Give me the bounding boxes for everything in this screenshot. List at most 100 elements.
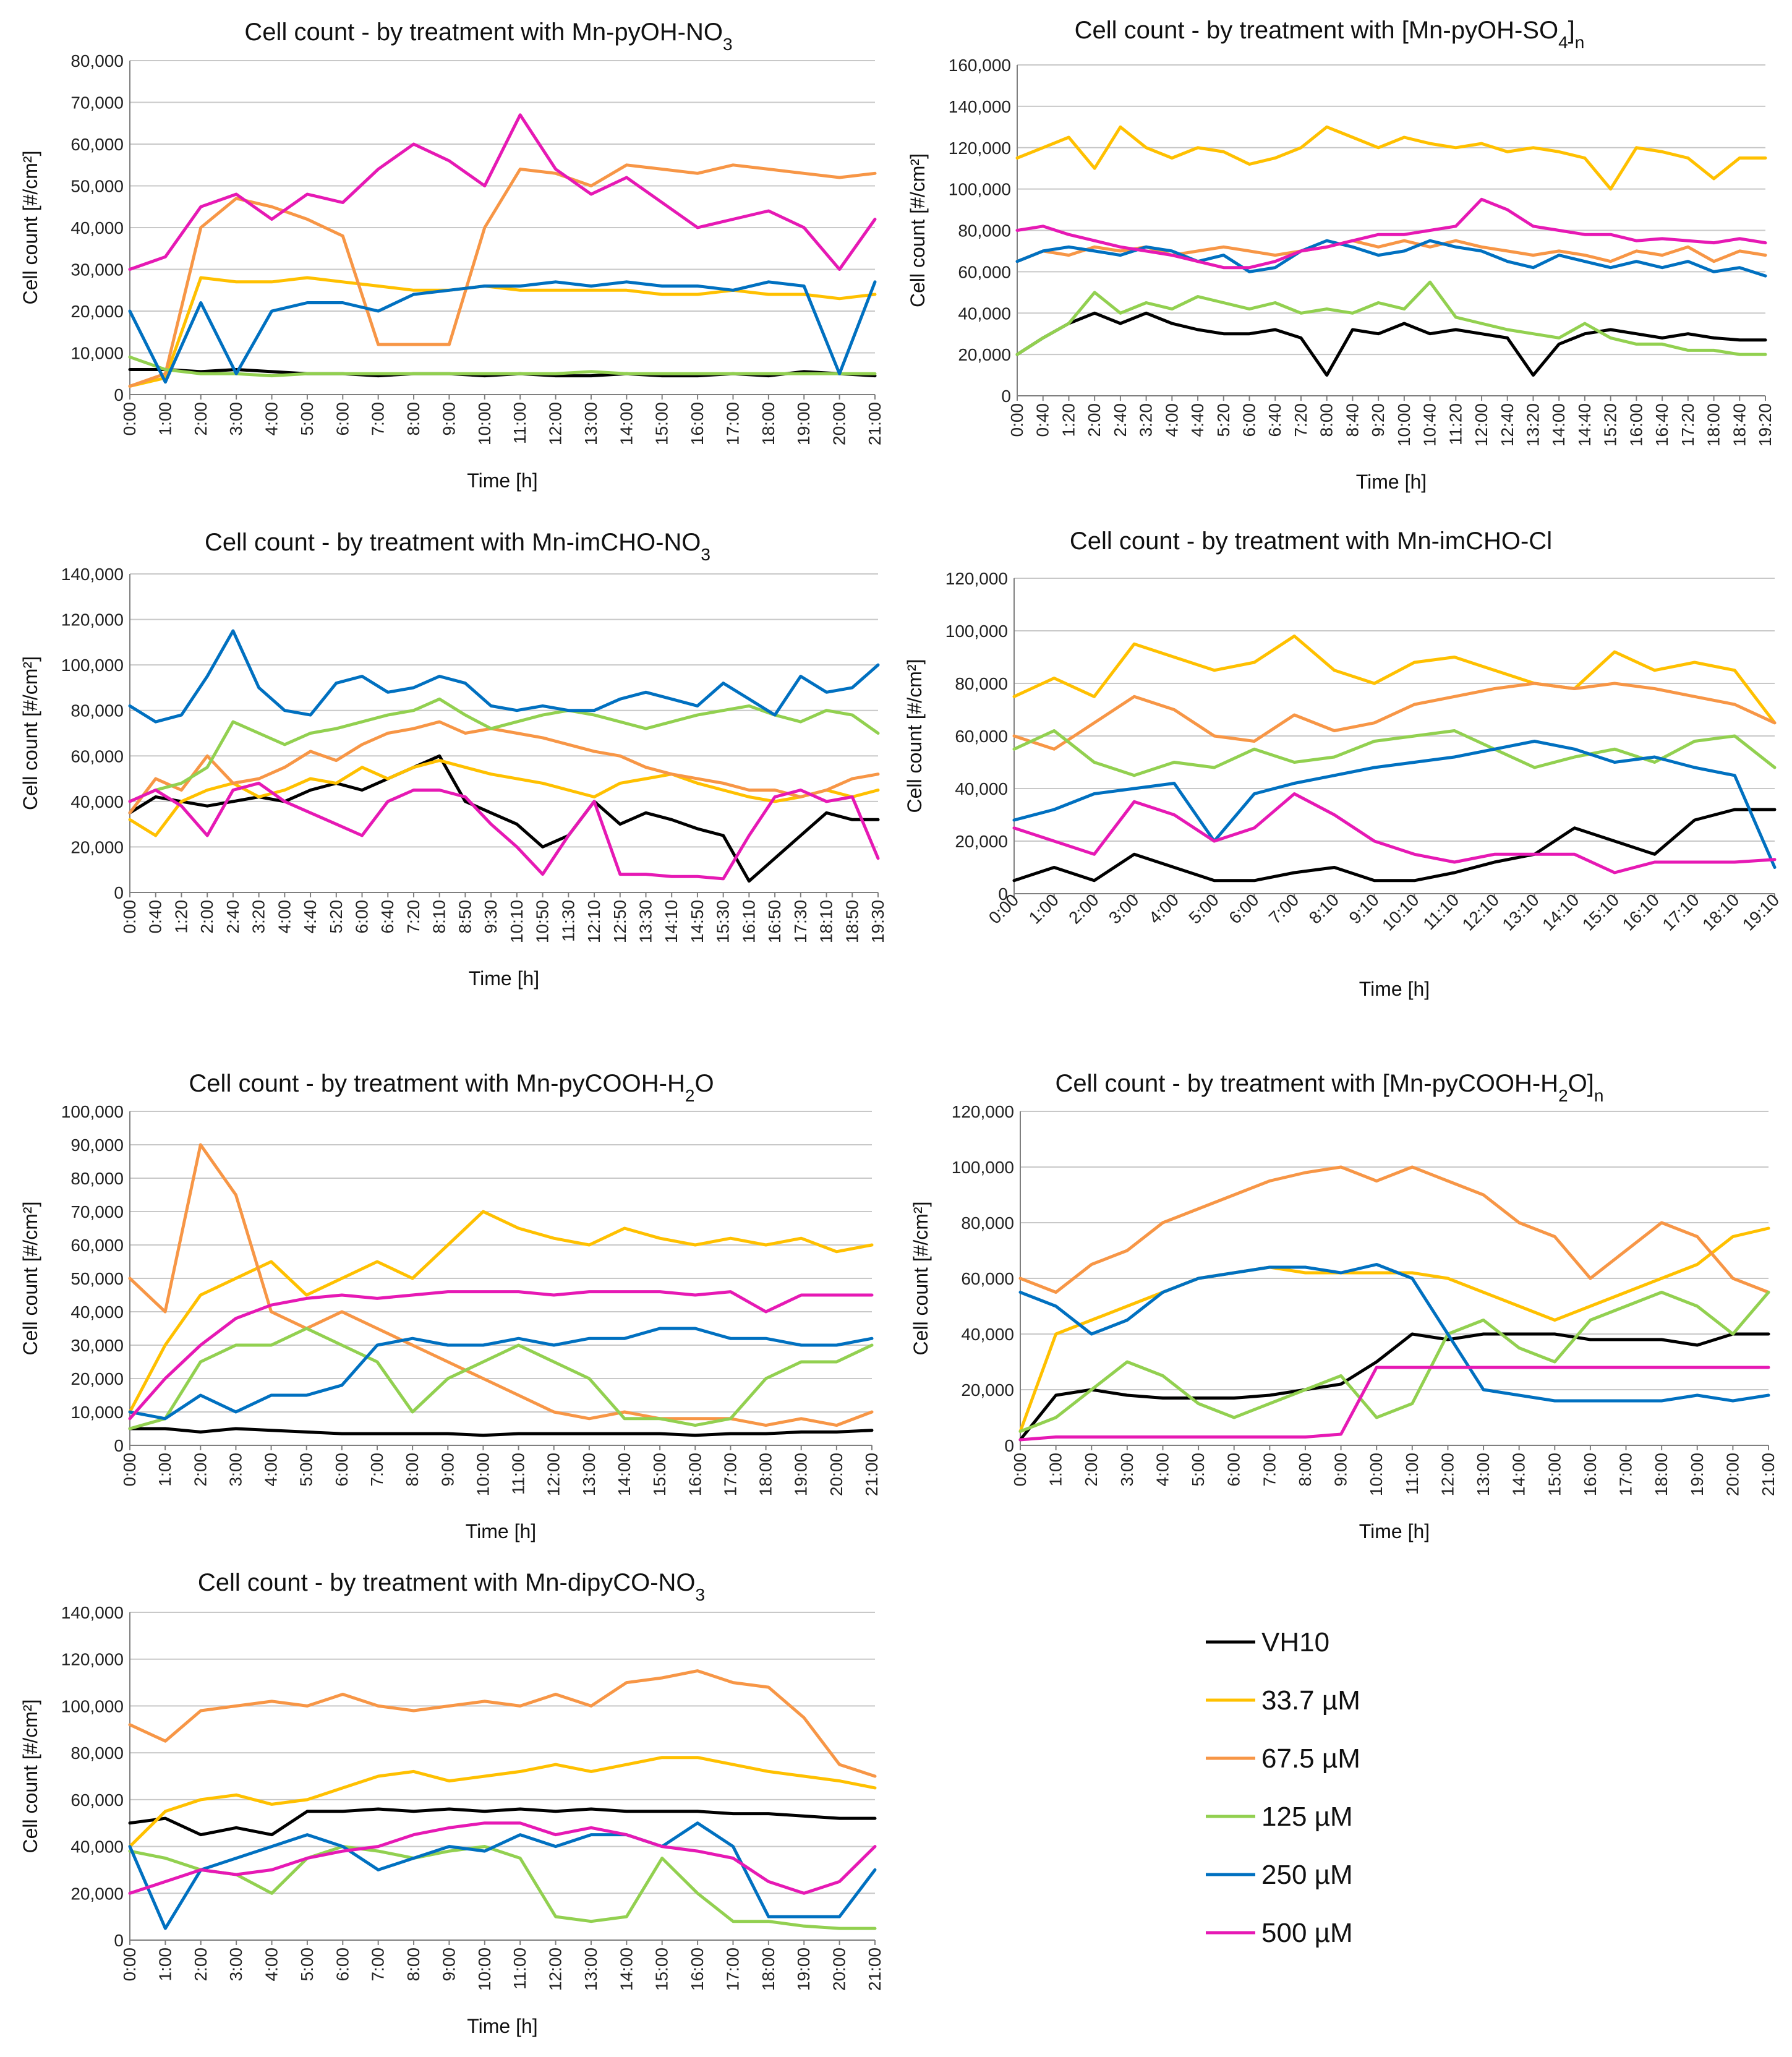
legend-label: 125 µM (1261, 1802, 1353, 1832)
y-tick-label: 140,000 (949, 97, 1011, 116)
x-tick-label: 0:40 (1033, 403, 1052, 437)
y-tick-label: 80,000 (70, 51, 124, 71)
x-tick-label: 14:10 (662, 900, 681, 943)
x-tick-label: 15:10 (1579, 890, 1623, 934)
x-tick-label: 0:00 (120, 900, 139, 934)
series-line-33-7-m (1015, 125, 1767, 191)
series-line-250-m (1015, 239, 1767, 278)
x-tick-label: 4:40 (301, 900, 320, 934)
y-tick-label: 30,000 (70, 1336, 124, 1355)
x-tick-label: 11:00 (1402, 1453, 1422, 1495)
y-tick-label: 100,000 (61, 1696, 124, 1716)
chart-panel-7: Cell count - by treatment with Mn-dipyCO… (19, 1569, 884, 2037)
x-tick-label: 5:20 (1214, 403, 1233, 437)
series-line-125-m (128, 1845, 877, 1930)
x-tick-label: 0:40 (146, 900, 165, 934)
x-tick-label: 16:00 (688, 1948, 707, 1991)
x-axis-label: Time [h] (469, 967, 539, 990)
chart-panel-3: Cell count - by treatment with Mn-imCHO-… (19, 529, 887, 990)
x-tick-label: 12:10 (584, 900, 604, 943)
y-tick-label: 60,000 (70, 135, 124, 154)
series-line-vh10 (1015, 311, 1767, 377)
y-tick-label: 70,000 (70, 93, 124, 113)
x-tick-label: 4:40 (1188, 403, 1207, 437)
x-tick-label: 14:50 (688, 900, 707, 943)
x-tick-label: 21:00 (865, 402, 884, 445)
series-line-500-m (1015, 197, 1767, 270)
series-line-33-7-m (128, 1756, 877, 1849)
x-tick-label: 3:20 (249, 900, 268, 934)
x-tick-label: 8:10 (1305, 890, 1342, 927)
y-tick-label: 90,000 (70, 1135, 124, 1155)
x-tick-label: 16:00 (688, 402, 707, 445)
x-tick-label: 18:00 (759, 402, 778, 445)
x-tick-label: 14:00 (1549, 403, 1568, 447)
x-tick-label: 0:00 (1007, 403, 1026, 437)
y-tick-label: 40,000 (70, 218, 124, 237)
series-line-67-5-m (128, 163, 877, 388)
y-tick-label: 60,000 (961, 1269, 1014, 1288)
x-tick-label: 13:00 (579, 1453, 599, 1496)
series-line-67-5-m (1012, 682, 1777, 751)
x-tick-label: 12:00 (544, 1453, 563, 1496)
x-tick-label: 19:20 (1756, 403, 1775, 447)
y-tick-label: 10,000 (70, 1403, 124, 1422)
y-axis-label: Cell count [#/cm²] (910, 1202, 932, 1356)
y-tick-label: 140,000 (61, 565, 124, 584)
x-axis-label: Time [h] (1359, 1520, 1430, 1542)
y-tick-label: 50,000 (70, 177, 124, 196)
x-tick-label: 17:00 (720, 1453, 740, 1496)
series-line-125-m (1012, 729, 1777, 777)
x-tick-label: 16:50 (765, 900, 784, 943)
x-axis-label: Time [h] (1359, 978, 1430, 1000)
x-tick-label: 5:00 (297, 402, 317, 436)
y-tick-label: 60,000 (958, 262, 1011, 281)
x-tick-label: 19:00 (1687, 1453, 1707, 1496)
x-tick-label: 16:10 (739, 900, 758, 943)
y-tick-label: 100,000 (61, 656, 124, 675)
series-line-250-m (1018, 1263, 1770, 1403)
series-line-125-m (1018, 1291, 1770, 1433)
y-tick-label: 10,000 (70, 344, 124, 363)
x-tick-label: 2:00 (191, 402, 210, 436)
chart-title: Cell count - by treatment with [Mn-pyOH-… (1075, 17, 1585, 52)
series-line-67-5-m (128, 1669, 877, 1778)
x-tick-label: 1:20 (171, 900, 190, 934)
y-tick-label: 80,000 (955, 674, 1008, 693)
series-line-125-m (128, 1327, 874, 1430)
y-axis-label: Cell count [#/cm²] (907, 153, 929, 307)
x-tick-label: 2:00 (1065, 890, 1102, 927)
x-tick-label: 8:40 (1342, 403, 1362, 437)
x-tick-label: 5:00 (1188, 1453, 1208, 1487)
x-tick-label: 14:10 (1538, 890, 1582, 934)
x-tick-label: 10:40 (1420, 403, 1440, 447)
series-line-500-m (128, 113, 877, 271)
y-tick-label: 80,000 (958, 221, 1011, 241)
x-tick-label: 8:00 (1317, 403, 1336, 437)
x-tick-label: 4:00 (275, 900, 294, 934)
x-tick-label: 21:00 (1759, 1453, 1778, 1496)
y-tick-label: 120,000 (952, 1102, 1014, 1121)
x-tick-label: 11:00 (510, 1948, 529, 1990)
series-line-vh10 (128, 1427, 874, 1437)
x-tick-label: 13:00 (581, 402, 600, 445)
x-tick-label: 11:10 (1419, 890, 1462, 933)
x-tick-label: 0:00 (120, 1948, 139, 1982)
x-tick-label: 19:00 (794, 1948, 813, 1991)
y-tick-label: 80,000 (961, 1213, 1014, 1233)
y-tick-label: 120,000 (61, 1650, 124, 1669)
y-axis-label: Cell count [#/cm²] (19, 656, 41, 810)
y-tick-label: 30,000 (70, 260, 124, 280)
x-tick-label: 2:40 (1111, 403, 1130, 437)
y-tick-label: 40,000 (958, 304, 1011, 323)
y-tick-label: 80,000 (70, 701, 124, 721)
y-tick-label: 100,000 (945, 622, 1008, 641)
x-tick-label: 5:00 (297, 1453, 316, 1487)
x-tick-label: 1:00 (1046, 1453, 1065, 1487)
x-tick-label: 15:00 (652, 1948, 672, 1991)
series-line-33-7-m (128, 1210, 874, 1414)
x-tick-label: 15:00 (652, 402, 672, 445)
x-tick-label: 12:00 (1438, 1453, 1457, 1496)
series-line-250-m (1012, 740, 1777, 869)
x-tick-label: 20:00 (827, 1453, 846, 1496)
